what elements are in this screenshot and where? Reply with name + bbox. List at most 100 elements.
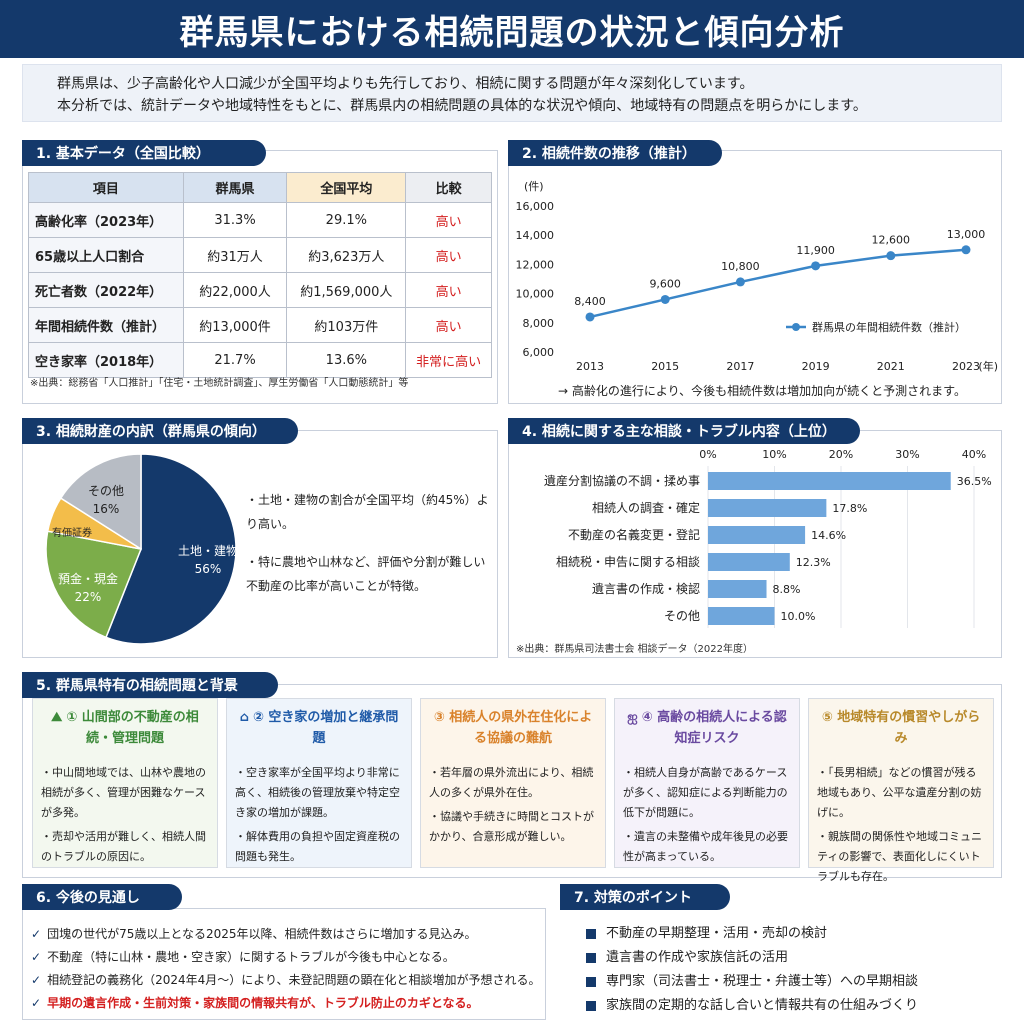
data-point bbox=[735, 277, 745, 287]
section-4-heading: 4. 相続に関する主な相談・トラブル内容（上位） bbox=[508, 418, 860, 444]
square-bullet-icon bbox=[586, 976, 596, 987]
x-tick-label: 0% bbox=[699, 448, 716, 461]
issue-card-item: ・遺言の未整備や成年後見の必要性が高まっている。 bbox=[623, 830, 788, 863]
outlook-item: ✓ 不動産（特に山林・農地・空き家）に関するトラブルが今後も中心となる。 bbox=[31, 946, 537, 969]
legend-label: 群馬県の年間相続件数（推計） bbox=[812, 320, 966, 334]
bar bbox=[708, 580, 767, 598]
pie-slice-label: 預金・現金 bbox=[58, 571, 118, 586]
pie-note-1: ・土地・建物の割合が全国平均（約45%）より高い。 bbox=[246, 493, 489, 531]
x-tick-label: 2023 bbox=[952, 360, 980, 373]
bar bbox=[708, 472, 951, 490]
intro-box: 群馬県は、少子高齢化や人口減少が全国平均よりも先行しており、相続に関する問題が年… bbox=[22, 64, 1002, 122]
data-point bbox=[660, 294, 670, 304]
intro-line-1: 群馬県は、少子高齢化や人口減少が全国平均よりも先行しており、相続に関する問題が年… bbox=[57, 76, 754, 92]
data-label: 9,600 bbox=[649, 277, 681, 290]
table-cell: 高い bbox=[405, 307, 492, 343]
table-cell: 29.1% bbox=[286, 202, 407, 238]
y-tick-label: 8,000 bbox=[523, 317, 555, 330]
section-3-heading: 3. 相続財産の内訳（群馬県の傾向） bbox=[22, 418, 298, 444]
point-text: 遺言書の作成や家族信託の活用 bbox=[606, 950, 789, 965]
issue-card: ⛰ ① 山間部の不動産の相続・管理問題 ・中山間地域では、山林や農地の相続が多く、管… bbox=[32, 698, 218, 868]
pie-slice bbox=[59, 453, 142, 551]
section-6-panel: ✓ 団塊の世代が75歳以上となる2025年以降、相続件数はさらに増加する見込み。 … bbox=[22, 908, 546, 1020]
brain-icon: ஐ bbox=[627, 710, 638, 725]
line-chart: (件) 6,000 8,000 10,000 12,000 14,000 16,000 201… bbox=[516, 180, 999, 373]
point-text: 家族間の定期的な話し合いと情報共有の仕組みづくり bbox=[606, 998, 919, 1013]
issue-card-list: ・空き家率が全国平均より非常に高く、相続後の管理放棄や特定空き家の増加が課題。・… bbox=[235, 763, 403, 867]
issue-card-item: ・売却や活用が難しく、相続人間のトラブルの原因に。 bbox=[41, 830, 206, 863]
issue-card: ⌂ ② 空き家の増加と継承問題・空き家率が全国平均より非常に高く、相続後の管理放棄… bbox=[226, 698, 412, 868]
point-item: 家族間の定期的な話し合いと情報共有の仕組みづくり bbox=[586, 994, 986, 1018]
y-tick-label: 6,000 bbox=[523, 346, 555, 359]
issue-card-list: ・相続人自身が高齢であるケースが多く、認知症による判断能力の低下が問題に。・遺言… bbox=[623, 763, 791, 867]
pie-slice bbox=[45, 530, 143, 639]
pie-notes: ・土地・建物の割合が全国平均（約45%）より高い。 ・特に農地や山林など、評価や… bbox=[246, 488, 496, 612]
bar-chart: 0% 10% 20% 30% 40% 遺産分割協議の不調・揉め事 36.5% 相続人の調査・確… bbox=[544, 448, 992, 628]
table-cell: 年間相続件数（推計） bbox=[28, 307, 184, 343]
section-6-heading: 6. 今後の見通し bbox=[22, 884, 182, 910]
issue-card-item: ・中山間地域では、山林や農地の相続が多く、管理が困難なケースが多発。 bbox=[41, 766, 206, 819]
comparison-table: 項目 群馬県 全国平均 比較 高齢化率（2023年） 31.3% 29.1% 高… bbox=[28, 172, 492, 378]
series-line bbox=[589, 248, 967, 319]
intro-line-2: 本分析では、統計データや地域特性をもとに、群馬県内の相続問題の具体的な状況や傾向… bbox=[57, 98, 867, 114]
square-bullet-icon bbox=[586, 952, 596, 963]
square-bullet-icon bbox=[586, 928, 596, 939]
bar-category-label: その他 bbox=[664, 609, 700, 623]
square-bullet-icon bbox=[586, 1000, 596, 1011]
data-label: 11,900 bbox=[796, 244, 835, 257]
pie-chart: 土地・建物 56% 預金・現金 22% 有価証券 その他 16% bbox=[45, 453, 238, 645]
issue-card-title: ⑤ 地域特有の慣習やしがらみ bbox=[817, 707, 985, 753]
x-tick-label: 2019 bbox=[802, 360, 830, 373]
y-tick-label: 16,000 bbox=[516, 200, 555, 213]
x-tick-label: 40% bbox=[962, 448, 986, 461]
table-cell: 約1,569,000人 bbox=[286, 272, 407, 308]
section-2-note: → 高齢化の進行により、今後も相続件数は増加加向が続くと予測されます。 bbox=[558, 384, 966, 398]
data-point bbox=[886, 251, 896, 261]
data-point bbox=[961, 245, 971, 255]
bar bbox=[708, 553, 790, 571]
pie-slice-value: 56% bbox=[195, 562, 222, 576]
pie-slice-label: 土地・建物 bbox=[178, 544, 238, 558]
issue-card-item: ・「長男相続」などの慣習が残る地域もあり、公平な遺産分割の妨げに。 bbox=[817, 766, 982, 819]
x-axis-unit: (年) bbox=[978, 359, 998, 373]
table-cell: 死亡者数（2022年） bbox=[28, 272, 184, 308]
table-cell: 高い bbox=[405, 202, 492, 238]
issue-card-item: ・協議や手続きに時間とコストがかかり、合意形成が難しい。 bbox=[429, 810, 594, 843]
issue-card-title: ⌂ ② 空き家の増加と継承問題 bbox=[235, 707, 403, 753]
data-label: 12,600 bbox=[872, 234, 911, 247]
outlook-item: ✓ 早期の遺言作成・生前対策・家族間の情報共有が、トラブル防止のカギとなる。 bbox=[31, 992, 537, 1015]
bar-value-label: 8.8% bbox=[773, 583, 801, 596]
table-header-row: 項目 群馬県 全国平均 比較 bbox=[28, 172, 492, 203]
pie-slice bbox=[105, 453, 237, 645]
x-tick-label: 2017 bbox=[726, 360, 754, 373]
table-row: 年間相続件数（推計） 約13,000件 約103万件 高い bbox=[28, 307, 492, 343]
issue-card-title-text: ① 山間部の不動産の相続・管理問題 bbox=[66, 710, 199, 746]
bar-category-label: 不動産の名義変更・登記 bbox=[568, 527, 700, 542]
pie-note-2: ・特に農地や山林など、評価や分割が難しい不動産の比率が高いことが特徴。 bbox=[246, 555, 486, 593]
x-tick-label: 20% bbox=[829, 448, 853, 461]
bar-category-label: 相続人の調査・確定 bbox=[592, 500, 700, 515]
data-label: 13,000 bbox=[947, 228, 986, 241]
outlook-item: ✓ 相続登記の義務化（2024年4月～）により、未登記問題の顕在化と相談増加が予想… bbox=[31, 969, 541, 992]
table-cell: 約31万人 bbox=[182, 237, 288, 273]
section-2-heading: 2. 相続件数の推移（推計） bbox=[508, 140, 722, 166]
bar-category-label: 遺産分割協議の不調・揉め事 bbox=[544, 473, 700, 488]
bar bbox=[708, 526, 806, 544]
table-cell: 31.3% bbox=[182, 202, 288, 238]
title-bar: 群馬県における相続問題の状況と傾向分析 bbox=[0, 0, 1024, 58]
table-cell: 高齢化率（2023年） bbox=[28, 202, 184, 238]
table-cell: 約13,000件 bbox=[182, 307, 288, 343]
issue-card: ⑤ 地域特有の慣習やしがらみ・「長男相続」などの慣習が残る地域もあり、公平な遺産… bbox=[808, 698, 994, 883]
issue-card-item: ・相続人自身が高齢であるケースが多く、認知症による判断能力の低下が問題に。 bbox=[623, 766, 788, 819]
issue-card-item: ・親族間の関係性や地域コミュニティの影響で、表面化しにくいトラブルも存在。 bbox=[817, 830, 982, 883]
pie-slice-label: その他 bbox=[88, 484, 124, 498]
pie-slice-value: 16% bbox=[93, 502, 120, 516]
data-point bbox=[585, 312, 595, 322]
table-cell: 非常に高い bbox=[405, 342, 492, 378]
bar-value-label: 10.0% bbox=[781, 610, 816, 623]
point-text: 専門家（司法書士・税理士・弁護士等）への早期相談 bbox=[606, 974, 919, 989]
bar-value-label: 17.8% bbox=[832, 502, 867, 515]
table-cell: 約103万件 bbox=[286, 307, 407, 343]
check-icon: ✓ bbox=[31, 973, 42, 987]
